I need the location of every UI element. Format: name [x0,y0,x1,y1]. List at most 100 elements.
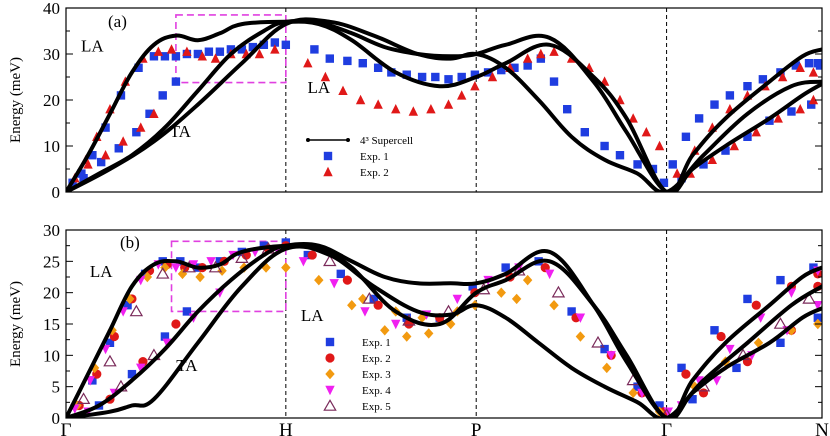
data-point [615,151,625,160]
data-point [140,269,150,279]
data-point [721,146,730,155]
y-tick-label: 30 [43,45,60,64]
data-point [688,395,697,404]
data-point [795,62,805,72]
data-point [155,266,170,279]
x-tick-label: Γ [61,420,72,436]
data-point [145,109,154,118]
data-point [549,300,559,311]
data-point [655,401,664,410]
data-point [134,63,143,72]
data-point [206,257,216,267]
branch-label-ta: TA [176,356,198,375]
legend-label: Exp. 2 [362,353,391,365]
data-point [776,338,785,347]
data-point [710,100,719,109]
data-point [193,49,203,59]
data-point [210,53,221,63]
data-point [815,61,822,70]
data-point [76,392,91,404]
data-point [668,160,677,169]
legend-marker [325,368,335,380]
data-point [149,52,159,61]
x-tick-label: H [279,420,293,436]
supercell-curves [66,17,822,192]
legend-label: Exp. 1 [360,151,389,163]
data-point [753,337,764,348]
data-point [114,144,123,153]
data-point [600,141,609,151]
branch-label-la: LA [81,37,104,56]
data-point [807,100,816,109]
data-point [79,174,88,183]
x-tick-label: P [471,420,482,436]
data-point [791,61,801,70]
data-point [362,292,377,304]
supercell-curve-1 [66,243,822,418]
supercell-curve-1 [66,19,822,192]
legend: Exp. 1 Exp. 2 Exp. 3 Exp. 4 Exp. 5 [323,337,391,413]
data-point [338,85,348,95]
data-point [424,328,434,339]
data-point [303,58,313,68]
legend-marker [323,151,333,161]
data-point [215,47,225,56]
data-point [171,319,181,329]
data-point [468,282,477,291]
x-tick-label: N [815,420,829,436]
data-point [496,287,506,298]
data-point [600,344,609,354]
y-tick-label: 30 [43,221,60,240]
data-point [248,42,258,52]
y-tick-label: 0 [52,183,61,202]
y-tick-label: 25 [43,252,60,271]
data-point [314,274,324,286]
data-point [698,388,709,398]
data-point [813,313,822,322]
data-point [523,61,532,70]
data-point [129,304,144,317]
data-point [544,269,555,280]
supercell-curves [66,241,822,418]
data-point [160,52,170,61]
data-point [751,127,761,137]
y-tick-label: 40 [43,0,60,18]
data-point [431,72,440,82]
data-point [694,114,704,123]
data-point [355,94,366,105]
supercell-curve-2 [66,241,822,418]
data-point [659,178,669,187]
branch-label-la: LA [90,262,113,281]
data-point [105,338,115,347]
series-exp-2 [74,241,822,417]
data-point [743,132,752,141]
data-point [628,387,638,399]
data-point [575,331,586,342]
data-point [575,313,586,323]
data-point [567,307,576,316]
data-point [160,262,170,273]
data-point [511,293,522,305]
data-point [343,56,352,66]
data-point [235,251,249,263]
data-point [254,48,265,59]
data-point [732,363,741,373]
data-point [204,47,214,56]
data-point [497,65,506,75]
data-point [77,169,86,178]
data-point [270,44,280,54]
legend-marker [323,399,337,411]
data-point [195,271,205,283]
data-point [342,275,352,285]
data-point [142,271,153,283]
data-point [103,354,117,367]
data-point [127,369,137,379]
data-point [710,326,719,335]
legend-label: Exp. 4 [362,385,391,397]
legend-label: Exp. 2 [360,167,389,179]
data-point [162,338,172,348]
data-point [149,108,159,118]
data-point [510,63,519,72]
data-point [699,160,708,169]
